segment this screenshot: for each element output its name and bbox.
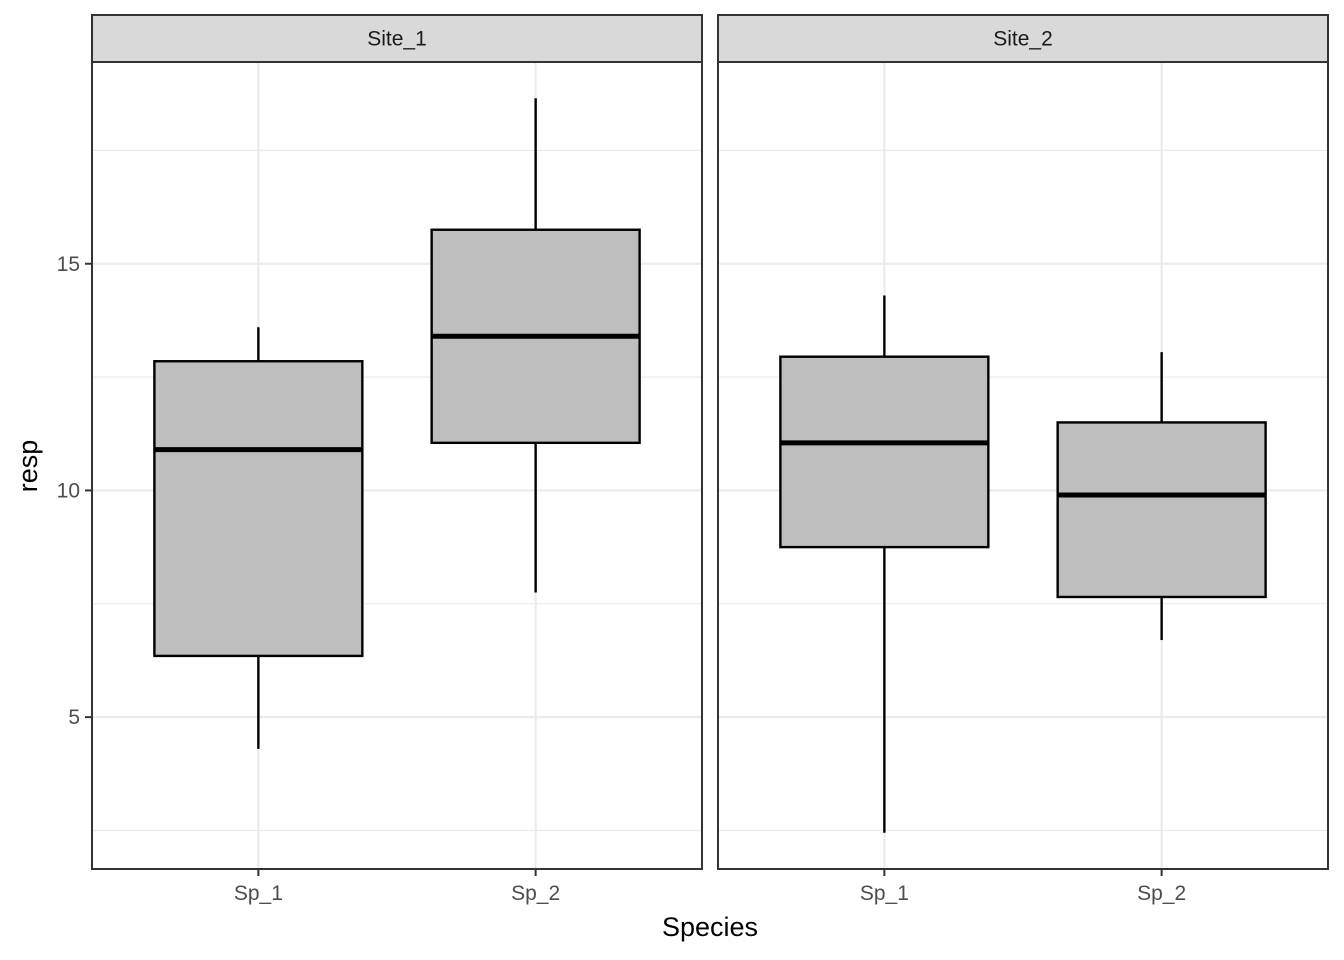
x-tick-label: Sp_2 — [1137, 882, 1186, 905]
y-tick-label: 15 — [57, 253, 80, 276]
x-axis-title: Species — [662, 912, 758, 942]
strip-background — [91, 14, 703, 63]
y-axis-title: resp — [13, 440, 43, 493]
box — [153, 360, 364, 658]
boxplot-Sp_1 — [779, 295, 990, 833]
boxplot-Sp_2 — [430, 98, 641, 593]
y-axis: 5 10 15 — [57, 253, 92, 729]
x-tick-label: Sp_2 — [511, 882, 560, 905]
x-tick-label: Sp_1 — [860, 882, 909, 905]
y-tick-label: 5 — [68, 706, 80, 729]
strip-label: Site_2 — [993, 28, 1053, 51]
x-tick-label: Sp_1 — [234, 882, 283, 905]
box — [1056, 421, 1267, 599]
facet-panel-1: Site_1 Sp_1 Sp_2 — [91, 14, 703, 905]
y-tick-label: 10 — [57, 479, 80, 502]
boxplot-Sp_1 — [153, 327, 364, 749]
strip-label: Site_1 — [367, 28, 427, 51]
strip-background — [717, 14, 1329, 63]
facet-panels: Site_1 Sp_1 Sp_2 Site_2 Sp_1 Sp_2 — [91, 14, 1329, 905]
box — [779, 355, 990, 549]
boxplot-Sp_2 — [1056, 352, 1267, 641]
facet-panel-2: Site_2 Sp_1 Sp_2 — [717, 14, 1329, 905]
